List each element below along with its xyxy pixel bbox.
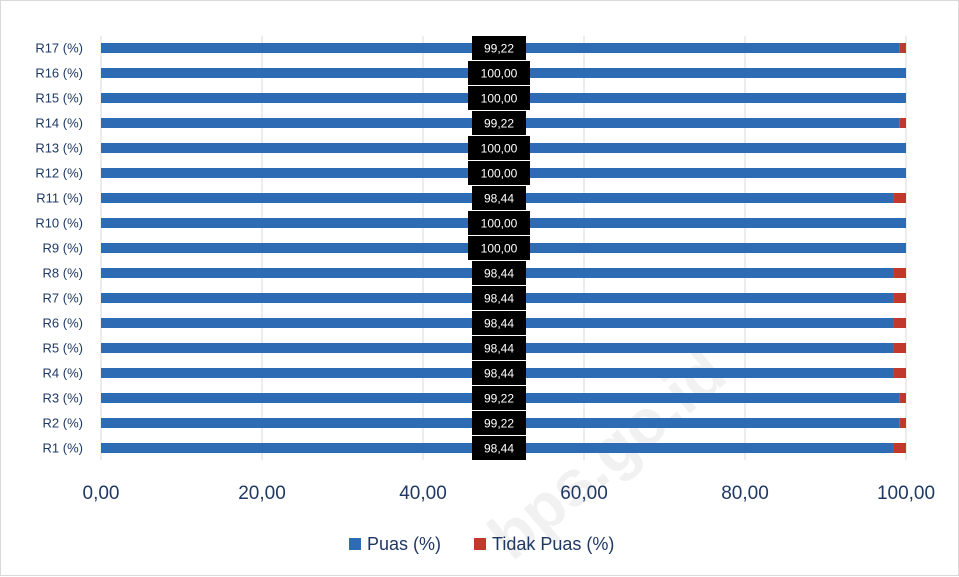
- category-label: R1 (%): [43, 441, 83, 456]
- category-label: R13 (%): [35, 141, 83, 156]
- data-label-box: [468, 161, 530, 185]
- data-label: 99,22: [484, 417, 514, 431]
- label-layer: 98,44 99,22 99,22 98,44 98,44 98,44 98,44 98,44…: [468, 36, 530, 460]
- category-label: R8 (%): [43, 266, 83, 281]
- data-label: 99,22: [484, 117, 514, 131]
- data-label: 100,00: [481, 142, 518, 156]
- legend-swatch-tidak-puas: [474, 538, 486, 550]
- data-label: 100,00: [481, 67, 518, 81]
- bar-tidak-puas: [899, 118, 906, 128]
- bar-tidak-puas: [893, 293, 906, 303]
- bar-tidak-puas: [893, 268, 906, 278]
- category-label: R14 (%): [35, 116, 83, 131]
- data-label-box: [472, 386, 526, 410]
- category-label: R5 (%): [43, 341, 83, 356]
- category-label: R4 (%): [43, 366, 83, 381]
- data-label: 100,00: [481, 167, 518, 181]
- bar-tidak-puas: [899, 393, 906, 403]
- category-label: R15 (%): [35, 91, 83, 106]
- category-label: R10 (%): [35, 216, 83, 231]
- data-label: 100,00: [481, 242, 518, 256]
- data-label: 98,44: [484, 317, 514, 331]
- data-label-box: [472, 286, 526, 310]
- legend-label-puas: Puas (%): [367, 534, 441, 554]
- data-label: 100,00: [481, 217, 518, 231]
- value-axis: 0,00 20,00 40,00 60,00 80,00 100,00: [83, 483, 936, 504]
- data-label-box: [468, 211, 530, 235]
- category-label: R7 (%): [43, 291, 83, 306]
- data-label-box: [468, 136, 530, 160]
- data-label: 98,44: [484, 367, 514, 381]
- category-label: R9 (%): [43, 241, 83, 256]
- category-label: R3 (%): [43, 391, 83, 406]
- category-label: R16 (%): [35, 66, 83, 81]
- data-label: 100,00: [481, 92, 518, 106]
- data-label-box: [472, 261, 526, 285]
- legend: Puas (%) Tidak Puas (%): [349, 534, 614, 554]
- data-label: 98,44: [484, 192, 514, 206]
- bar-tidak-puas: [893, 343, 906, 353]
- data-label: 98,44: [484, 267, 514, 281]
- bar-tidak-puas: [899, 43, 906, 53]
- category-label: R11 (%): [36, 191, 83, 206]
- data-label-box: [472, 36, 526, 60]
- data-label: 99,22: [484, 42, 514, 56]
- category-axis: R1 (%) R2 (%) R3 (%) R4 (%) R5 (%) R6 (%) R7 (…: [35, 41, 83, 456]
- x-tick-label: 0,00: [83, 483, 120, 504]
- legend-label-tidak-puas: Tidak Puas (%): [492, 534, 614, 554]
- bar-tidak-puas: [893, 318, 906, 328]
- data-label-box: [472, 361, 526, 385]
- data-label-box: [472, 311, 526, 335]
- data-label-box: [472, 186, 526, 210]
- data-label: 98,44: [484, 442, 514, 456]
- bar-tidak-puas: [893, 193, 906, 203]
- x-tick-label: 100,00: [877, 483, 935, 504]
- data-label: 98,44: [484, 292, 514, 306]
- x-tick-label: 60,00: [560, 483, 608, 504]
- data-label-box: [468, 236, 530, 260]
- category-label: R2 (%): [43, 416, 83, 431]
- data-label: 98,44: [484, 342, 514, 356]
- data-label-box: [472, 436, 526, 460]
- category-label: R12 (%): [35, 166, 83, 181]
- x-tick-label: 20,00: [238, 483, 286, 504]
- bar-tidak-puas: [893, 443, 906, 453]
- category-label: R6 (%): [43, 316, 83, 331]
- x-tick-label: 80,00: [721, 483, 769, 504]
- data-label-box: [472, 336, 526, 360]
- x-tick-label: 40,00: [399, 483, 447, 504]
- bar-tidak-puas: [899, 418, 906, 428]
- data-label-box: [468, 61, 530, 85]
- data-label-box: [472, 411, 526, 435]
- data-label-box: [472, 111, 526, 135]
- data-label-box: [468, 86, 530, 110]
- data-label: 99,22: [484, 392, 514, 406]
- category-label: R17 (%): [35, 41, 83, 56]
- bar-tidak-puas: [893, 368, 906, 378]
- legend-swatch-puas: [349, 538, 361, 550]
